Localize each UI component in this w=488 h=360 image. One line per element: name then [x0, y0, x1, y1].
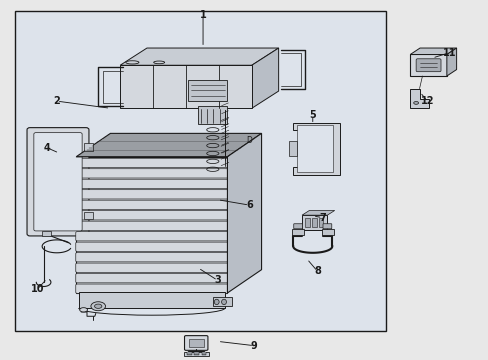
Ellipse shape	[91, 302, 105, 311]
Bar	[302, 215, 327, 230]
Polygon shape	[409, 89, 428, 108]
FancyBboxPatch shape	[76, 158, 227, 167]
Polygon shape	[293, 123, 339, 175]
Ellipse shape	[80, 308, 87, 312]
Bar	[409, 54, 446, 76]
Polygon shape	[446, 48, 456, 76]
FancyBboxPatch shape	[76, 211, 227, 220]
Bar	[84, 212, 93, 220]
FancyBboxPatch shape	[76, 190, 227, 199]
Text: 7: 7	[319, 213, 325, 222]
Ellipse shape	[125, 61, 139, 64]
FancyBboxPatch shape	[27, 128, 89, 236]
Text: 4: 4	[43, 143, 50, 153]
FancyBboxPatch shape	[76, 284, 227, 293]
Text: 10: 10	[30, 284, 44, 294]
Polygon shape	[251, 48, 278, 108]
Text: 8: 8	[314, 266, 321, 276]
Text: 3: 3	[214, 275, 221, 285]
Bar	[311, 218, 316, 227]
FancyBboxPatch shape	[293, 224, 302, 229]
FancyBboxPatch shape	[76, 169, 227, 178]
Text: D: D	[246, 136, 252, 145]
Bar	[297, 126, 332, 172]
Polygon shape	[302, 211, 334, 215]
Bar	[198, 107, 227, 125]
Bar	[305, 218, 309, 227]
Text: 12: 12	[420, 96, 433, 106]
FancyBboxPatch shape	[76, 263, 227, 273]
Text: 2: 2	[53, 96, 60, 106]
FancyBboxPatch shape	[76, 253, 227, 262]
Text: 5: 5	[309, 111, 316, 121]
Polygon shape	[120, 65, 251, 108]
Polygon shape	[227, 134, 261, 293]
Bar	[201, 352, 206, 354]
Bar	[201, 354, 206, 355]
Bar	[291, 229, 303, 234]
Bar	[194, 354, 199, 355]
Text: 6: 6	[245, 200, 252, 210]
FancyBboxPatch shape	[323, 224, 331, 229]
FancyBboxPatch shape	[34, 133, 82, 231]
Ellipse shape	[214, 299, 219, 305]
Bar	[186, 354, 191, 355]
Polygon shape	[76, 157, 227, 293]
Bar	[15, 12, 385, 330]
Polygon shape	[120, 48, 278, 65]
Text: 1: 1	[199, 10, 206, 20]
Bar	[212, 297, 232, 306]
Polygon shape	[76, 134, 261, 157]
FancyBboxPatch shape	[76, 200, 227, 210]
Polygon shape	[79, 292, 224, 308]
Ellipse shape	[153, 61, 164, 64]
Polygon shape	[409, 48, 456, 54]
Bar	[186, 352, 191, 354]
Text: 11: 11	[442, 48, 455, 58]
Ellipse shape	[221, 299, 226, 305]
Bar	[84, 143, 93, 151]
Bar	[322, 229, 333, 234]
FancyBboxPatch shape	[415, 59, 440, 72]
Bar	[188, 338, 203, 347]
Bar	[318, 218, 323, 227]
FancyBboxPatch shape	[76, 231, 227, 241]
FancyBboxPatch shape	[76, 179, 227, 189]
FancyBboxPatch shape	[76, 221, 227, 230]
Bar	[42, 231, 51, 235]
Bar	[194, 352, 199, 354]
Ellipse shape	[413, 102, 418, 104]
FancyBboxPatch shape	[184, 336, 207, 350]
Text: 9: 9	[250, 341, 257, 351]
Bar	[289, 141, 297, 157]
FancyBboxPatch shape	[76, 274, 227, 283]
Bar	[183, 352, 208, 356]
Bar	[188, 80, 227, 101]
FancyBboxPatch shape	[76, 242, 227, 251]
Ellipse shape	[94, 304, 102, 309]
